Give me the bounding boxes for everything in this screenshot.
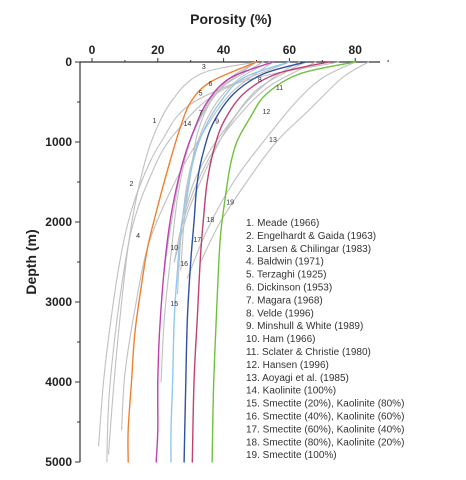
legend-entry: 8. Velde (1996) (246, 308, 314, 319)
curve-label-18: 18 (207, 217, 215, 224)
curve-label-19: 19 (226, 199, 234, 206)
curve-1 (98, 61, 290, 447)
curve-19 (211, 61, 356, 463)
curve-label-9: 9 (215, 119, 219, 126)
y-tick-label: 4000 (45, 375, 72, 389)
curve-13 (200, 61, 369, 263)
legend-entry: 12. Hansen (1996) (246, 360, 329, 371)
y-tick-label: 2000 (45, 215, 72, 229)
curve-label-13: 13 (269, 137, 277, 144)
legend-entry: 11. Sclater & Christie (1980) (246, 347, 371, 358)
legend-entry: 3. Larsen & Chilingar (1983) (246, 244, 371, 255)
curve-label-6: 6 (208, 81, 212, 88)
curve-label-7: 7 (199, 110, 203, 117)
legend-entry: 16. Smectite (40%), Kaolinite (60%) (246, 412, 404, 423)
legend-entry: 10. Ham (1966) (246, 334, 315, 345)
curve-17 (183, 61, 307, 463)
curve-label-14: 14 (184, 121, 192, 128)
legend-entry: 2. Engelhardt & Gaida (1963) (246, 231, 376, 242)
curve-12 (186, 61, 356, 279)
curve-label-4: 4 (136, 233, 140, 240)
curve-11 (173, 61, 300, 263)
legend-entry: 6. Dickinson (1953) (246, 283, 332, 294)
curve-label-10: 10 (170, 245, 178, 252)
legend-entry: 15. Smectite (20%), Kaolinite (80%) (246, 399, 404, 410)
curve-4 (121, 61, 274, 431)
legend-entry: 5. Terzaghi (1925) (246, 270, 326, 281)
y-tick-label: 0 (65, 55, 72, 69)
legend-entry: 19. Smectite (100%) (246, 450, 337, 461)
x-tick-label: 0 (89, 43, 96, 57)
curve-label-15: 15 (170, 301, 178, 308)
legend-entry: 7. Magara (1968) (246, 295, 323, 306)
x-tick-label: 40 (217, 43, 231, 57)
curve-18 (191, 61, 330, 463)
legend-entry: 14. Kaolinite (100%) (246, 386, 336, 397)
legend-entry: 9. Minshull & White (1989) (246, 321, 363, 332)
legend: 1. Meade (1966) 2. Engelhardt & Gaida (19… (246, 218, 404, 461)
legend-entry: 4. Baldwin (1971) (246, 257, 324, 268)
x-tick-label: 60 (283, 43, 297, 57)
curve-label-8: 8 (258, 77, 262, 84)
curve-label-12: 12 (262, 109, 270, 116)
y-tick-label: 3000 (45, 295, 72, 309)
legend-entry: 13. Aoyagi et al. (1985) (246, 373, 349, 384)
x-axis-title: Porosity (%) (190, 11, 272, 27)
curve-2 (106, 61, 340, 463)
curve-label-11: 11 (276, 85, 283, 92)
y-axis-title: Depth (m) (23, 229, 39, 294)
x-tick-label: 80 (349, 43, 363, 57)
x-tick-label: 20 (151, 43, 165, 57)
axes: 0 20 40 60 80 0 1000 2000 3000 4000 5000 (45, 43, 389, 469)
curve-label-2: 2 (130, 181, 134, 188)
curve-label-3: 3 (202, 64, 206, 71)
legend-entry: 17. Smectite (60%), Kaolinite (40%) (246, 424, 404, 435)
curve-label-5: 5 (199, 91, 203, 98)
curves-group (98, 61, 369, 463)
legend-entry: 1. Meade (1966) (246, 218, 319, 229)
curve-14 (127, 61, 258, 463)
y-tick-label: 5000 (45, 455, 72, 469)
curve-3 (107, 61, 258, 455)
curve-15 (155, 61, 274, 463)
curve-label-1: 1 (153, 118, 157, 125)
curve-label-17: 17 (193, 237, 201, 244)
legend-entry: 18. Smectite (80%), Kaolinite (20%) (246, 437, 404, 448)
y-tick-label: 1000 (45, 135, 72, 149)
curve-16 (170, 61, 291, 463)
curve-label-16: 16 (180, 261, 188, 268)
